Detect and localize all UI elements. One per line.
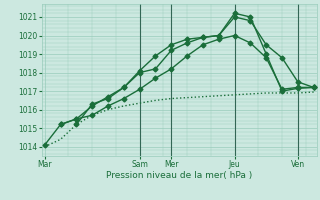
X-axis label: Pression niveau de la mer( hPa ): Pression niveau de la mer( hPa ) bbox=[106, 171, 252, 180]
